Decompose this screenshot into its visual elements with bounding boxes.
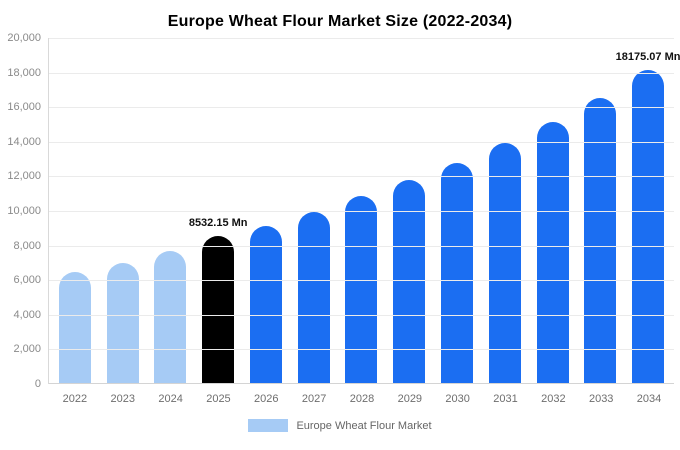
- x-axis-line: [49, 383, 674, 384]
- bar: [584, 97, 617, 384]
- x-axis-label: 2033: [588, 393, 614, 405]
- gridline: [49, 280, 674, 282]
- x-axis-label: 2023: [110, 393, 135, 405]
- bar-column: [338, 196, 386, 384]
- gridline: [49, 141, 674, 143]
- gridline: [49, 176, 674, 178]
- bar-column: [242, 225, 290, 384]
- x-axis-label: 2028: [349, 393, 375, 405]
- bar: [249, 225, 282, 384]
- x-axis-label: 2022: [62, 393, 88, 405]
- bar-column: [147, 250, 195, 384]
- y-axis-label: 18,000: [7, 66, 41, 79]
- gridline: [49, 211, 674, 212]
- plot-area: 8532.15 Mn 18175.07 Mn: [48, 38, 680, 384]
- bar-value-label: 8532.15 Mn: [188, 217, 248, 230]
- bar: [536, 121, 569, 384]
- legend: Europe Wheat Flour Market: [0, 419, 680, 432]
- y-axis-label: 20,000: [7, 32, 41, 44]
- y-axis-label: 2,000: [13, 343, 41, 356]
- gridline: [49, 38, 674, 39]
- x-axis-label: 2034: [636, 393, 662, 405]
- bar-value-label: 18175.07 Mn: [615, 50, 680, 63]
- y-axis-label: 6,000: [13, 274, 41, 287]
- x-axis: 2022 2023 2024 2025 2026 2027 2028 2029 2030 2031…: [49, 393, 675, 405]
- x-axis-label: 2026: [254, 393, 279, 405]
- gridline: [49, 107, 674, 109]
- bar: [297, 211, 330, 384]
- legend-label: Europe Wheat Flour Market: [296, 419, 432, 432]
- y-axis-label: 14,000: [7, 135, 41, 148]
- bar: [202, 236, 235, 384]
- y-axis-label: 12,000: [7, 170, 41, 183]
- bar-column: 18175.07 Mn: [616, 51, 680, 384]
- y-axis-label: 8,000: [13, 239, 41, 252]
- bar-column: [529, 121, 577, 384]
- y-axis-label: 4,000: [13, 308, 41, 321]
- y-axis-label: 0: [34, 378, 41, 390]
- y-axis-label: 10,000: [7, 205, 41, 217]
- x-axis-label: 2025: [206, 393, 231, 405]
- x-axis-label: 2024: [158, 393, 183, 405]
- gridline: [49, 314, 674, 316]
- x-axis-label: 2031: [493, 393, 518, 405]
- bar-column: [576, 97, 624, 384]
- x-axis-label: 2027: [301, 393, 327, 405]
- gridline: [49, 349, 674, 351]
- x-axis-label: 2032: [541, 393, 566, 405]
- y-axis-label: 16,000: [7, 101, 41, 114]
- bar-column: [51, 272, 99, 384]
- bar: [58, 272, 91, 384]
- bar: [441, 162, 473, 384]
- bar-column: [99, 262, 147, 384]
- gridline: [49, 245, 674, 247]
- y-axis: 0 2,000 4,000 6,000 8,000 10,000 12,000 14,000 1…: [0, 32, 48, 390]
- bar: [106, 262, 139, 384]
- bar: [488, 142, 521, 384]
- bar: [632, 69, 665, 384]
- bar-column: [290, 211, 338, 384]
- bar: [345, 196, 378, 384]
- x-axis-label: 2029: [397, 393, 423, 405]
- gridline: [49, 72, 674, 74]
- x-axis-label: 2030: [445, 393, 470, 405]
- bar: [154, 250, 187, 384]
- bar-column: [481, 142, 529, 384]
- chart-body: 0 2,000 4,000 6,000 8,000 10,000 12,000 14,000 1…: [0, 32, 680, 390]
- bar-column: [433, 162, 481, 384]
- chart-title: Europe Wheat Flour Market Size (2022-203…: [167, 13, 513, 30]
- legend-swatch-icon: [248, 419, 289, 432]
- bar-column: 8532.15 Mn: [189, 217, 248, 384]
